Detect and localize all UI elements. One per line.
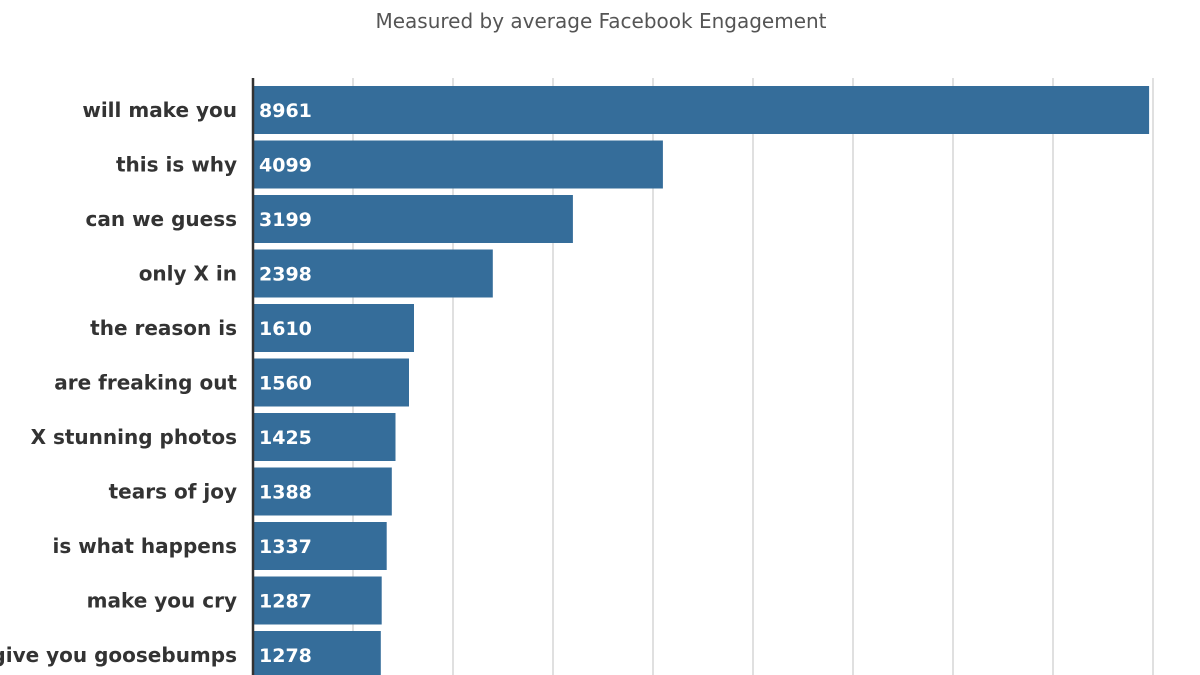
value-label: 1287 xyxy=(259,591,312,613)
category-label: tears of joy xyxy=(109,480,237,504)
bar xyxy=(253,249,493,298)
value-label: 2398 xyxy=(259,264,312,286)
bar xyxy=(253,304,414,352)
value-label: 1278 xyxy=(259,645,312,667)
value-label: 8961 xyxy=(259,100,312,122)
category-label: can we guess xyxy=(86,207,237,231)
bar xyxy=(253,358,409,407)
bar xyxy=(253,413,396,461)
category-label: make you cry xyxy=(87,589,237,613)
category-label: will make you xyxy=(82,98,237,122)
bar xyxy=(253,195,573,243)
bar xyxy=(253,86,1150,134)
category-label: this is why xyxy=(116,153,237,177)
bar xyxy=(253,467,392,516)
value-labels: 8961 4099 3199 2398 1610 1560 1425 1388 1337 1287… xyxy=(259,100,312,667)
value-label: 1425 xyxy=(259,427,312,449)
category-label: is what happens xyxy=(52,534,237,558)
category-label: X stunning photos xyxy=(31,425,237,449)
bar xyxy=(253,140,663,189)
value-label: 1610 xyxy=(259,318,312,340)
bar xyxy=(253,522,387,570)
bar xyxy=(253,631,381,675)
value-label: 1560 xyxy=(259,373,312,395)
bar xyxy=(253,576,382,625)
bars xyxy=(253,86,1150,675)
value-label: 1388 xyxy=(259,482,312,504)
category-labels: will make you this is why can we guess only… xyxy=(0,98,237,667)
category-label: the reason is xyxy=(90,316,237,340)
value-label: 1337 xyxy=(259,536,312,558)
value-label: 3199 xyxy=(259,209,312,231)
value-label: 4099 xyxy=(259,155,312,177)
category-label: give you goosebumps xyxy=(0,643,237,667)
chart-subtitle: Measured by average Facebook Engagement xyxy=(375,9,826,33)
category-label: only X in xyxy=(139,262,237,286)
category-label: are freaking out xyxy=(54,371,237,395)
